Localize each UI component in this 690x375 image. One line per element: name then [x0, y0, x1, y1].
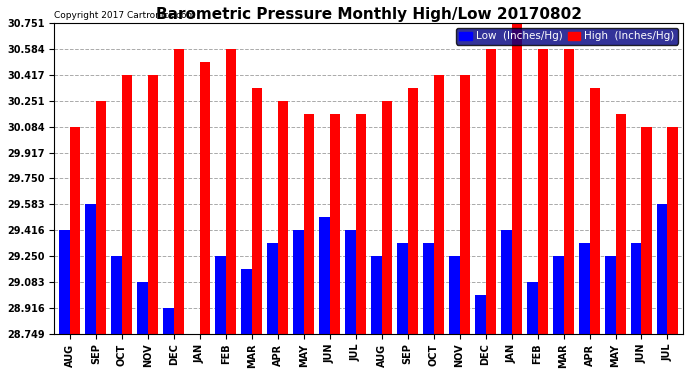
Bar: [397, 243, 408, 334]
Bar: [449, 256, 460, 334]
Text: Copyright 2017 Cartronics.com: Copyright 2017 Cartronics.com: [55, 11, 195, 20]
Bar: [293, 230, 304, 334]
Bar: [355, 114, 366, 334]
Bar: [579, 243, 589, 334]
Title: Barometric Pressure Monthly High/Low 20170802: Barometric Pressure Monthly High/Low 201…: [156, 7, 582, 22]
Bar: [96, 100, 106, 334]
Bar: [564, 49, 574, 334]
Bar: [122, 75, 132, 334]
Bar: [112, 256, 122, 334]
Bar: [164, 308, 174, 334]
Bar: [371, 256, 382, 334]
Bar: [200, 62, 210, 334]
Bar: [226, 49, 236, 334]
Bar: [408, 88, 418, 334]
Bar: [527, 282, 538, 334]
Bar: [382, 100, 392, 334]
Bar: [345, 230, 355, 334]
Bar: [642, 127, 652, 334]
Bar: [330, 114, 340, 334]
Bar: [511, 23, 522, 334]
Legend: Low  (Inches/Hg), High  (Inches/Hg): Low (Inches/Hg), High (Inches/Hg): [456, 28, 678, 45]
Bar: [70, 127, 80, 334]
Bar: [241, 269, 252, 334]
Bar: [460, 75, 470, 334]
Bar: [538, 49, 548, 334]
Bar: [501, 230, 511, 334]
Bar: [215, 256, 226, 334]
Bar: [174, 49, 184, 334]
Bar: [667, 127, 678, 334]
Bar: [423, 243, 433, 334]
Bar: [657, 204, 667, 334]
Bar: [553, 256, 564, 334]
Bar: [267, 243, 278, 334]
Bar: [615, 114, 626, 334]
Bar: [304, 114, 314, 334]
Bar: [137, 282, 148, 334]
Bar: [433, 75, 444, 334]
Bar: [605, 256, 615, 334]
Bar: [252, 88, 262, 334]
Bar: [59, 230, 70, 334]
Bar: [486, 49, 496, 334]
Bar: [631, 243, 642, 334]
Bar: [86, 204, 96, 334]
Bar: [589, 88, 600, 334]
Bar: [148, 75, 158, 334]
Bar: [278, 100, 288, 334]
Bar: [475, 295, 486, 334]
Bar: [319, 217, 330, 334]
